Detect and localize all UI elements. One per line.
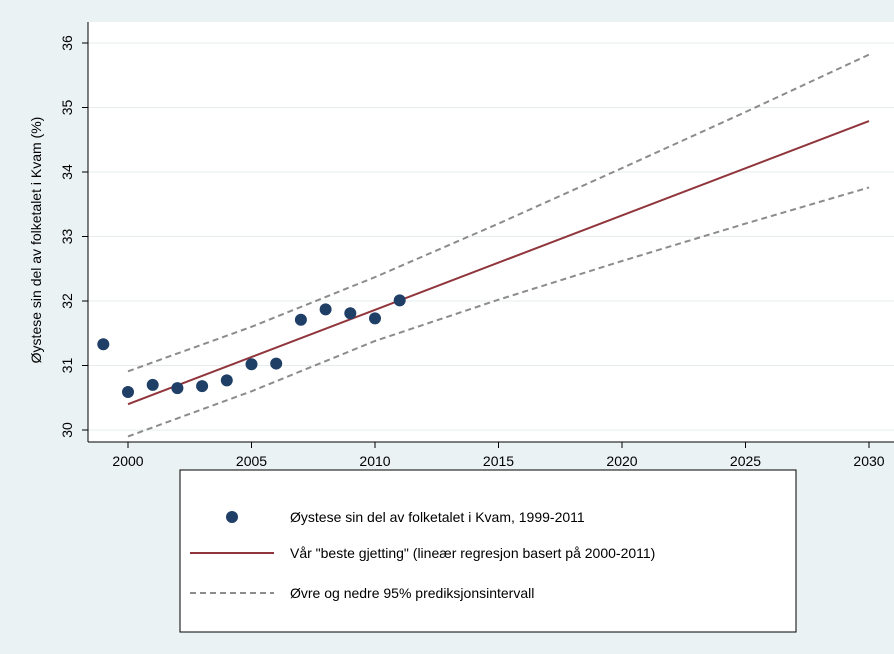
legend-label-interval: Øvre og nedre 95% prediksjonsintervall bbox=[290, 585, 534, 601]
y-tick-label: 36 bbox=[59, 35, 75, 51]
scatter-point bbox=[220, 374, 233, 387]
scatter-point bbox=[344, 307, 357, 320]
lower-interval-line bbox=[127, 186, 870, 438]
prediction-interval bbox=[127, 53, 870, 438]
legend-label-scatter: Øystese sin del av folketalet i Kvam, 19… bbox=[290, 509, 585, 525]
x-tick-label: 2025 bbox=[730, 453, 761, 469]
x-axis-ticks: 2000 2005 2010 2015 2020 2025 2030 bbox=[112, 442, 885, 469]
scatter-points bbox=[97, 294, 406, 398]
scatter-point bbox=[393, 294, 406, 307]
y-axis-title: Øystese sin del av folketalet i Kvam (%) bbox=[28, 117, 44, 364]
scatter-point bbox=[319, 303, 332, 316]
gridlines bbox=[88, 42, 894, 431]
y-tick-label: 34 bbox=[59, 164, 75, 180]
legend-label-regression: Vår "beste gjetting" (lineær regresjon b… bbox=[290, 545, 655, 561]
scatter-point bbox=[245, 358, 258, 371]
y-tick-label: 32 bbox=[59, 293, 75, 309]
y-tick-label: 33 bbox=[59, 229, 75, 245]
x-tick-label: 2010 bbox=[359, 453, 390, 469]
scatter-point bbox=[294, 313, 307, 326]
scatter-point bbox=[97, 338, 110, 351]
scatter-point bbox=[196, 380, 209, 393]
upper-interval-line bbox=[127, 53, 870, 373]
y-tick-label: 35 bbox=[59, 100, 75, 116]
y-axis-ticks: 30 31 32 33 34 35 36 bbox=[59, 35, 88, 438]
scatter-point bbox=[171, 382, 184, 395]
x-tick-label: 2015 bbox=[483, 453, 514, 469]
legend: Øystese sin del av folketalet i Kvam, 19… bbox=[179, 469, 797, 633]
legend-marker-scatter bbox=[226, 511, 238, 523]
regression-line-path bbox=[127, 120, 870, 406]
scatter-point bbox=[270, 357, 283, 370]
regression-line bbox=[127, 120, 870, 406]
y-tick-label: 31 bbox=[59, 358, 75, 374]
x-tick-label: 2030 bbox=[853, 453, 884, 469]
axes bbox=[87, 22, 894, 443]
legend-box bbox=[179, 469, 797, 633]
scatter-point bbox=[122, 385, 134, 398]
scatter-point bbox=[369, 312, 381, 325]
x-tick-label: 2020 bbox=[606, 453, 637, 469]
scatter-point bbox=[146, 378, 159, 391]
plot-area bbox=[88, 22, 894, 442]
x-tick-label: 2005 bbox=[236, 453, 267, 469]
x-tick-label: 2000 bbox=[112, 453, 143, 469]
y-tick-label: 30 bbox=[59, 422, 75, 438]
